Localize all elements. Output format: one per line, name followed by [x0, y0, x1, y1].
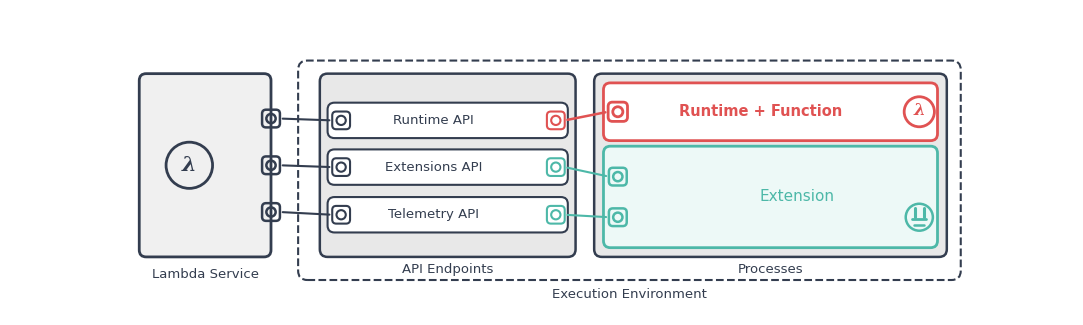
FancyBboxPatch shape [327, 197, 567, 232]
FancyBboxPatch shape [603, 83, 938, 141]
Text: Processes: Processes [738, 263, 804, 276]
Text: λ: λ [913, 102, 925, 120]
Text: Extensions API: Extensions API [384, 161, 482, 174]
FancyBboxPatch shape [603, 146, 938, 248]
FancyBboxPatch shape [327, 150, 567, 185]
Text: Execution Environment: Execution Environment [552, 288, 707, 301]
Text: λ: λ [182, 154, 197, 175]
Text: Runtime + Function: Runtime + Function [679, 104, 843, 119]
Text: API Endpoints: API Endpoints [402, 263, 494, 276]
FancyBboxPatch shape [327, 103, 567, 138]
FancyBboxPatch shape [595, 74, 947, 257]
Text: Telemetry API: Telemetry API [388, 208, 479, 221]
FancyBboxPatch shape [140, 74, 271, 257]
FancyBboxPatch shape [319, 74, 575, 257]
Text: Runtime API: Runtime API [393, 114, 473, 127]
Text: Extension: Extension [759, 189, 835, 204]
Text: Lambda Service: Lambda Service [152, 268, 259, 281]
